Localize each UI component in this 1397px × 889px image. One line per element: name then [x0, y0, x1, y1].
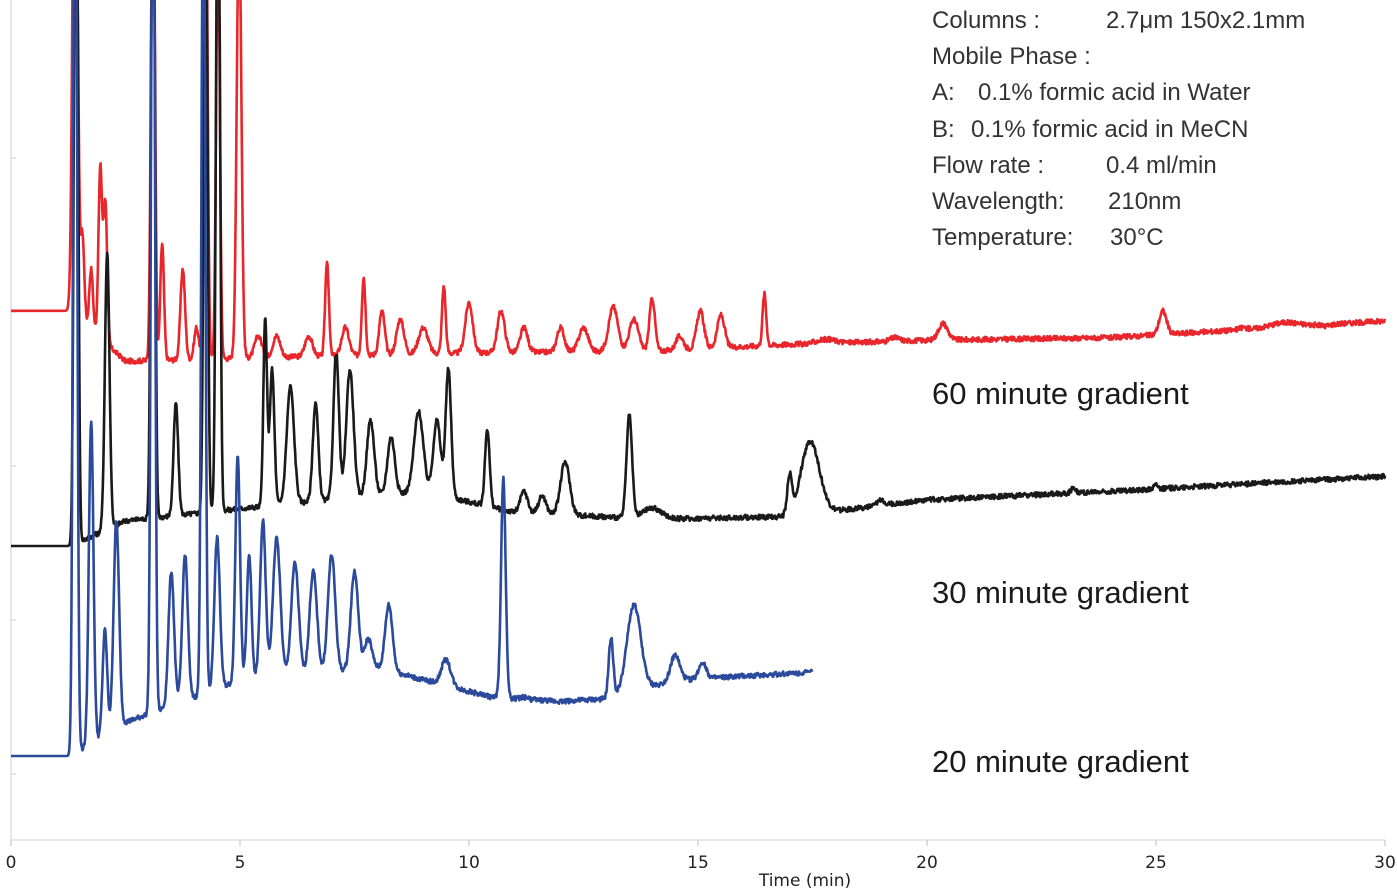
series-label-2: 30 minute gradient: [932, 575, 1189, 610]
condition-label-2: A:: [932, 79, 955, 106]
condition-label-4: Flow rate :: [932, 152, 1044, 179]
condition-value-5: 210nm: [1108, 188, 1181, 215]
x-tick-label-25: 25: [1145, 853, 1167, 873]
condition-value-3: 0.1% formic acid in MeCN: [971, 116, 1248, 143]
series-traces: [10, 0, 1387, 758]
x-tick-label-30: 30: [1374, 853, 1396, 873]
condition-label-6: Temperature:: [932, 224, 1073, 251]
series-label-1: 60 minute gradient: [932, 376, 1189, 411]
x-tick-label-5: 5: [235, 853, 246, 873]
x-tick-label-10: 10: [458, 853, 480, 873]
condition-value-6: 30°C: [1110, 224, 1164, 251]
x-tick-label-0: 0: [6, 853, 17, 873]
series-label-3: 20 minute gradient: [932, 744, 1189, 779]
condition-label-5: Wavelength:: [932, 188, 1065, 215]
series-labels: 60 minute gradient 30 minute gradient 20 m…: [932, 376, 1189, 779]
x-tick-label-20: 20: [916, 853, 938, 873]
series-line-3: [10, 0, 814, 758]
conditions-panel: Columns : 2.7μm 150x2.1mm Mobile Phase : A:…: [932, 7, 1305, 251]
condition-value-4: 0.4 ml/min: [1106, 152, 1217, 179]
y-axis-ticks: [11, 157, 16, 775]
x-tick-label-15: 15: [687, 853, 709, 873]
condition-label-3: B:: [932, 116, 955, 143]
condition-value-2: 0.1% formic acid in Water: [978, 79, 1251, 106]
condition-label-0: Columns :: [932, 7, 1040, 34]
x-axis-ticks: 0 5 10 15 20 25 30: [6, 840, 1396, 873]
series-line-1: [10, 0, 1387, 365]
x-axis-title: Time (min): [758, 871, 851, 889]
condition-label-1: Mobile Phase :: [932, 43, 1091, 70]
condition-value-0: 2.7μm 150x2.1mm: [1106, 7, 1305, 34]
